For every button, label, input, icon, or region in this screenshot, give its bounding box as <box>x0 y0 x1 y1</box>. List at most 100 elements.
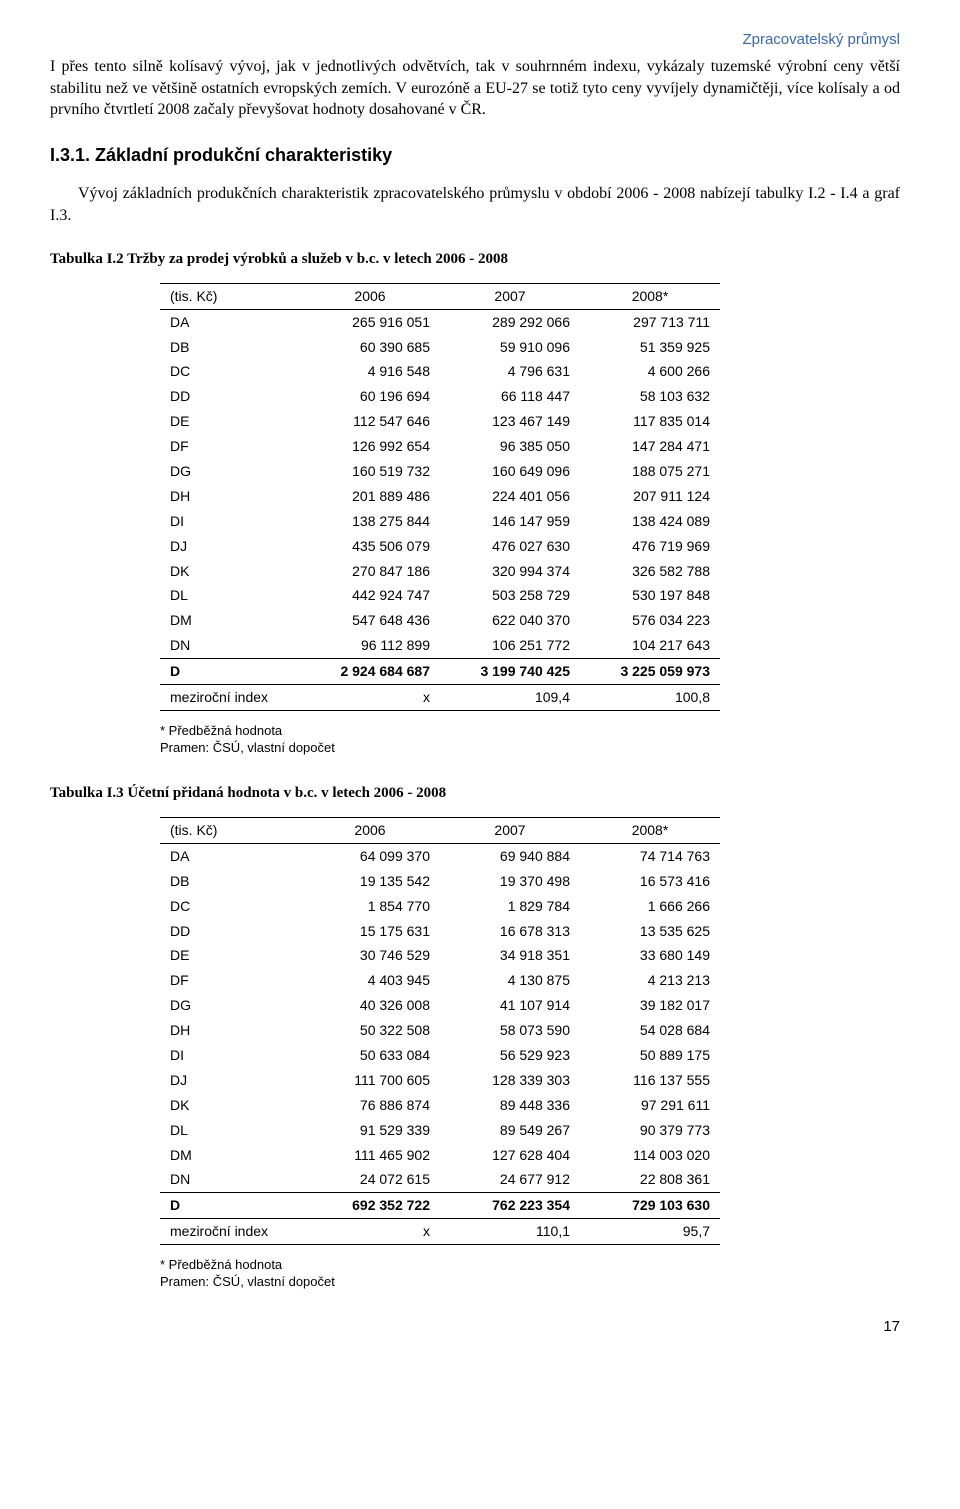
table2-cell: 56 529 923 <box>440 1043 580 1068</box>
table2-total-cell: D <box>160 1193 300 1219</box>
table1-cell: 297 713 711 <box>580 309 720 334</box>
table2-index-cell: meziroční index <box>160 1219 300 1245</box>
table1-cell: 270 847 186 <box>300 559 440 584</box>
table2-cell: 116 137 555 <box>580 1068 720 1093</box>
table1-cell: 4 796 631 <box>440 359 580 384</box>
table1-row: DG160 519 732160 649 096188 075 271 <box>160 459 720 484</box>
table1-cell: 58 103 632 <box>580 384 720 409</box>
page-number: 17 <box>50 1317 900 1337</box>
table2-cell: 74 714 763 <box>580 843 720 868</box>
table1-cell: 138 275 844 <box>300 509 440 534</box>
table1-cell: 59 910 096 <box>440 335 580 360</box>
table2-row: DF4 403 9454 130 8754 213 213 <box>160 968 720 993</box>
table2-index-cell: x <box>300 1219 440 1245</box>
table1-cell: 60 390 685 <box>300 335 440 360</box>
table2-index-cell: 95,7 <box>580 1219 720 1245</box>
table2-cell: 16 573 416 <box>580 869 720 894</box>
table2-cell: 40 326 008 <box>300 993 440 1018</box>
table2-cell: 15 175 631 <box>300 919 440 944</box>
table2-cell: 127 628 404 <box>440 1143 580 1168</box>
table1-total-cell: 2 924 684 687 <box>300 659 440 685</box>
table1-unit-label: (tis. Kč) <box>160 283 300 309</box>
table2-cell: 114 003 020 <box>580 1143 720 1168</box>
table1-cell: 476 027 630 <box>440 534 580 559</box>
table1-index-cell: x <box>300 685 440 711</box>
table2-cell: DE <box>160 943 300 968</box>
table1-cell: 530 197 848 <box>580 583 720 608</box>
table2-cell: DJ <box>160 1068 300 1093</box>
table1-row: DL442 924 747503 258 729530 197 848 <box>160 583 720 608</box>
table1-cell: 60 196 694 <box>300 384 440 409</box>
table2-cell: 111 700 605 <box>300 1068 440 1093</box>
table1-cell: DG <box>160 459 300 484</box>
table1-cell: 622 040 370 <box>440 608 580 633</box>
table2-cell: 69 940 884 <box>440 843 580 868</box>
table1-cell: 442 924 747 <box>300 583 440 608</box>
table2-cell: 89 549 267 <box>440 1118 580 1143</box>
table1-cell: DE <box>160 409 300 434</box>
table2-cell: 54 028 684 <box>580 1018 720 1043</box>
table1-cell: 106 251 772 <box>440 633 580 658</box>
table1-total-cell: 3 199 740 425 <box>440 659 580 685</box>
table1-cell: 146 147 959 <box>440 509 580 534</box>
table2-cell: 24 677 912 <box>440 1167 580 1192</box>
table1-row: DK270 847 186320 994 374326 582 788 <box>160 559 720 584</box>
table2-col-2006: 2006 <box>300 817 440 843</box>
table2-row: DK76 886 87489 448 33697 291 611 <box>160 1093 720 1118</box>
table1-cell: 547 648 436 <box>300 608 440 633</box>
table1-row: DH201 889 486224 401 056207 911 124 <box>160 484 720 509</box>
table2-cell: DC <box>160 894 300 919</box>
table1-row: DF126 992 65496 385 050147 284 471 <box>160 434 720 459</box>
section-paragraph: Vývoj základních produkčních charakteris… <box>50 183 900 226</box>
table1-index-cell: 100,8 <box>580 685 720 711</box>
table2-cell: 33 680 149 <box>580 943 720 968</box>
table2-cell: DH <box>160 1018 300 1043</box>
table1-cell: 160 649 096 <box>440 459 580 484</box>
table2-cell: 91 529 339 <box>300 1118 440 1143</box>
table1-row: DA265 916 051289 292 066297 713 711 <box>160 309 720 334</box>
table1-cell: 96 112 899 <box>300 633 440 658</box>
table1-cell: 476 719 969 <box>580 534 720 559</box>
table2: (tis. Kč) 2006 2007 2008* DA64 099 37069… <box>160 817 720 1245</box>
table1-row: DD60 196 69466 118 44758 103 632 <box>160 384 720 409</box>
table2-cell: 4 130 875 <box>440 968 580 993</box>
table1-cell: 112 547 646 <box>300 409 440 434</box>
table2-row: DB19 135 54219 370 49816 573 416 <box>160 869 720 894</box>
table2-cell: 16 678 313 <box>440 919 580 944</box>
table1-cell: DM <box>160 608 300 633</box>
table1-col-2006: 2006 <box>300 283 440 309</box>
table2-cell: 19 370 498 <box>440 869 580 894</box>
table2-row: DM111 465 902127 628 404114 003 020 <box>160 1143 720 1168</box>
table1-cell: DK <box>160 559 300 584</box>
table1-cell: 4 916 548 <box>300 359 440 384</box>
table2-col-2008: 2008* <box>580 817 720 843</box>
table2-cell: 1 666 266 <box>580 894 720 919</box>
table1-row: DM547 648 436622 040 370576 034 223 <box>160 608 720 633</box>
table1-header-row: (tis. Kč) 2006 2007 2008* <box>160 283 720 309</box>
table2-cell: 34 918 351 <box>440 943 580 968</box>
table2-cell: 64 099 370 <box>300 843 440 868</box>
table1-title: Tabulka I.2 Tržby za prodej výrobků a sl… <box>50 249 900 269</box>
table2-cell: 19 135 542 <box>300 869 440 894</box>
table1-cell: 576 034 223 <box>580 608 720 633</box>
table2-total-row: D692 352 722762 223 354729 103 630 <box>160 1193 720 1219</box>
table1-index-cell: 109,4 <box>440 685 580 711</box>
table1-col-2007: 2007 <box>440 283 580 309</box>
section-heading: I.3.1. Základní produkční charakteristik… <box>50 143 900 167</box>
footnote-line1: * Předběžná hodnota <box>160 1257 900 1274</box>
table1-index-cell: meziroční index <box>160 685 300 711</box>
table1-index-row: meziroční indexx109,4100,8 <box>160 685 720 711</box>
table2-row: DA64 099 37069 940 88474 714 763 <box>160 843 720 868</box>
table2-cell: 89 448 336 <box>440 1093 580 1118</box>
table2-cell: 41 107 914 <box>440 993 580 1018</box>
table1-cell: 207 911 124 <box>580 484 720 509</box>
table2-cell: DN <box>160 1167 300 1192</box>
table2-cell: 1 854 770 <box>300 894 440 919</box>
table2-cell: DL <box>160 1118 300 1143</box>
table1-total-cell: D <box>160 659 300 685</box>
intro-paragraph: I přes tento silně kolísavý vývoj, jak v… <box>50 56 900 121</box>
table2-cell: DK <box>160 1093 300 1118</box>
table1-cell: DD <box>160 384 300 409</box>
table1-cell: 104 217 643 <box>580 633 720 658</box>
table1-cell: 435 506 079 <box>300 534 440 559</box>
